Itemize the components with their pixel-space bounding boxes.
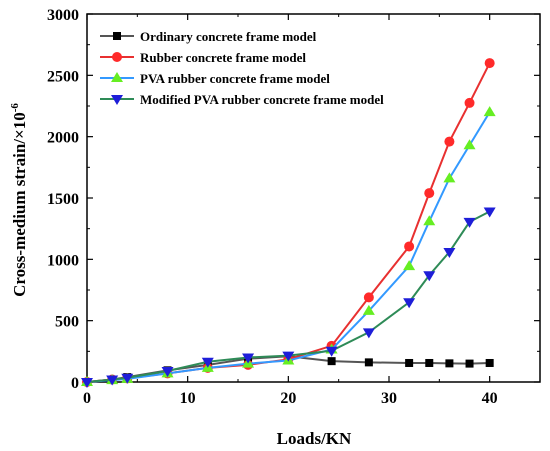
data-point (463, 217, 476, 228)
legend-marker (112, 52, 122, 62)
y-axis-label-text: Cross-medium strain/×10 (10, 112, 29, 297)
data-point (242, 353, 255, 364)
data-point (364, 358, 373, 367)
data-point (405, 358, 414, 367)
legend-item: Modified PVA rubber concrete frame model (100, 92, 384, 107)
x-axis-label: Loads/KN (277, 429, 352, 448)
data-point (404, 241, 415, 252)
y-tick-label: 0 (71, 375, 79, 392)
x-tick-label: 0 (83, 390, 91, 407)
axis-labels: Loads/KN Cross-medium strain/×10-6 (9, 103, 352, 448)
data-point (327, 357, 336, 366)
data-point (424, 188, 435, 199)
y-axis-label-exponent: -6 (9, 103, 21, 113)
series-layer (81, 58, 496, 388)
data-point (363, 292, 374, 303)
data-point (81, 378, 93, 388)
data-point (161, 366, 174, 377)
y-tick-label: 2500 (47, 68, 79, 85)
data-point (483, 207, 496, 218)
data-point (403, 260, 416, 271)
data-point (106, 375, 119, 386)
legend-label: Ordinary concrete frame model (140, 29, 317, 44)
series-3 (81, 106, 496, 386)
data-point (423, 271, 436, 282)
legend: Ordinary concrete frame model Rubber conc… (100, 29, 384, 107)
series-line (86, 111, 491, 383)
data-point (362, 304, 375, 315)
data-point (425, 358, 434, 367)
y-tick-label: 500 (55, 314, 79, 331)
data-point (483, 106, 496, 117)
data-point (445, 359, 454, 368)
plot-frame (86, 13, 541, 383)
data-point (423, 215, 436, 226)
data-point (403, 298, 416, 309)
y-tick-label: 2000 (47, 130, 79, 147)
x-tick-label: 20 (280, 390, 296, 407)
x-tick-label: 40 (482, 390, 498, 407)
legend-item: Rubber concrete frame model (100, 50, 306, 65)
y-axis-label: Cross-medium strain/×10-6 (9, 103, 29, 297)
data-point (484, 58, 495, 69)
legend-item: Ordinary concrete frame model (100, 29, 317, 44)
axes: 0 10 20 30 40 0 500 1000 1500 2000 2500 3000 (47, 7, 541, 407)
x-tick-label: 10 (180, 390, 196, 407)
data-point (121, 373, 134, 384)
data-point (464, 97, 475, 108)
data-point (362, 328, 375, 339)
data-point (282, 351, 295, 362)
legend-item: PVA rubber concrete frame model (100, 71, 330, 86)
series-4 (81, 207, 496, 388)
legend-label: Modified PVA rubber concrete frame model (140, 92, 384, 107)
x-tick-label: 30 (381, 390, 397, 407)
data-point (444, 136, 455, 147)
data-point (485, 358, 494, 367)
data-point (325, 346, 338, 357)
data-point (201, 357, 214, 368)
series-line (86, 210, 491, 383)
data-point (443, 247, 456, 258)
y-tick-label: 3000 (47, 7, 79, 24)
legend-marker (111, 72, 123, 82)
legend-marker (111, 95, 123, 105)
data-point (443, 172, 456, 183)
data-point (465, 359, 474, 368)
legend-label: Rubber concrete frame model (140, 50, 306, 65)
legend-marker (113, 32, 121, 40)
y-tick-label: 1000 (47, 252, 79, 269)
legend-label: PVA rubber concrete frame model (140, 71, 330, 86)
data-point (463, 139, 476, 150)
y-tick-label: 1500 (47, 191, 79, 208)
